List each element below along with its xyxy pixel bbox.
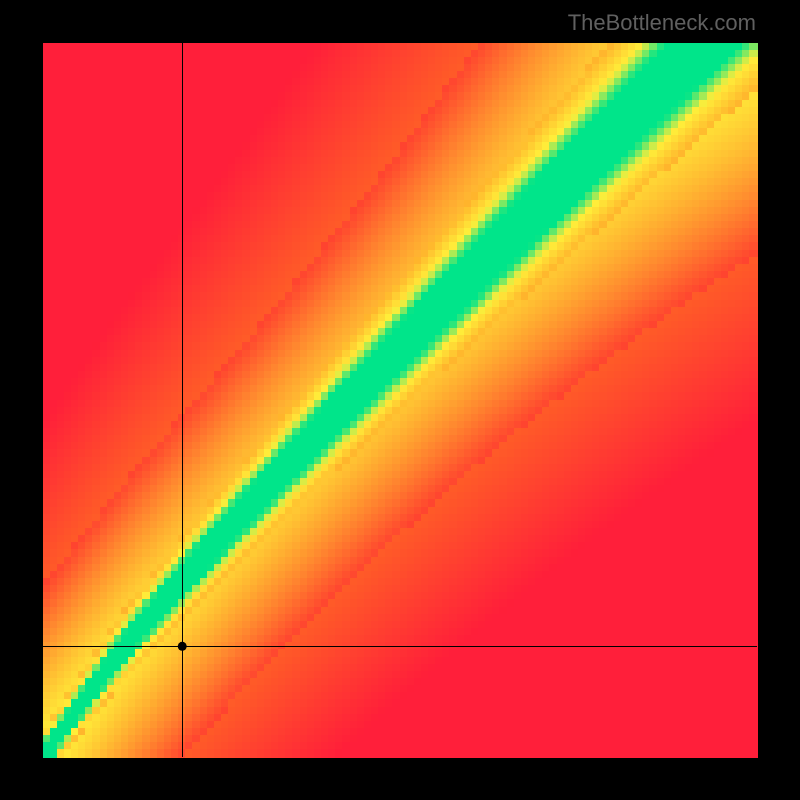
bottleneck-heatmap (0, 0, 800, 800)
chart-container: TheBottleneck.com (0, 0, 800, 800)
watermark-text: TheBottleneck.com (568, 10, 756, 36)
